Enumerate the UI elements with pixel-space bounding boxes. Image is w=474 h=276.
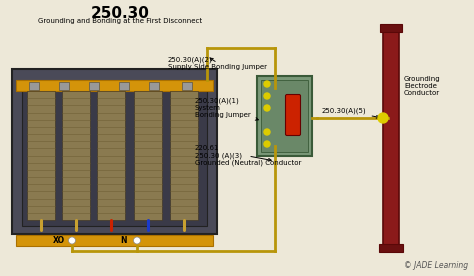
Bar bbox=[182, 82, 192, 90]
Bar bbox=[16, 235, 213, 246]
Text: 250.30(A)(2)
Supply Side Bonding Jumper: 250.30(A)(2) Supply Side Bonding Jumper bbox=[168, 56, 267, 70]
Text: 250.30(A)(1)
System
Bonding Jumper: 250.30(A)(1) System Bonding Jumper bbox=[195, 98, 258, 120]
Bar bbox=[16, 80, 213, 91]
FancyBboxPatch shape bbox=[285, 94, 301, 136]
Bar bbox=[27, 91, 55, 220]
Bar bbox=[379, 244, 403, 252]
Bar bbox=[97, 91, 125, 220]
Text: 250.30(A)(5): 250.30(A)(5) bbox=[322, 108, 379, 118]
Bar bbox=[59, 82, 69, 90]
Bar bbox=[89, 82, 99, 90]
Bar bbox=[383, 28, 399, 248]
Circle shape bbox=[134, 237, 140, 244]
Circle shape bbox=[264, 141, 270, 147]
Bar bbox=[62, 91, 90, 220]
Circle shape bbox=[264, 93, 270, 99]
Bar bbox=[29, 82, 39, 90]
Text: 220.61
250.30 (A)(3)
Grounded (Neutral) Conductor: 220.61 250.30 (A)(3) Grounded (Neutral) … bbox=[195, 145, 301, 166]
Bar bbox=[149, 82, 159, 90]
Circle shape bbox=[69, 237, 75, 244]
Bar bbox=[12, 69, 217, 234]
Bar bbox=[170, 91, 198, 220]
Text: Grounding and Bonding at the First Disconnect: Grounding and Bonding at the First Disco… bbox=[38, 18, 202, 24]
Text: N: N bbox=[121, 236, 127, 245]
Bar bbox=[22, 85, 207, 226]
Circle shape bbox=[264, 105, 270, 111]
Bar bbox=[380, 24, 402, 32]
Circle shape bbox=[264, 81, 270, 87]
Text: © JADE Learning: © JADE Learning bbox=[404, 261, 468, 270]
Circle shape bbox=[264, 129, 270, 135]
Bar bbox=[134, 91, 162, 220]
Text: Grounding
Electrode
Conductor: Grounding Electrode Conductor bbox=[404, 76, 441, 96]
Circle shape bbox=[378, 113, 388, 123]
Text: XO: XO bbox=[53, 236, 65, 245]
Text: 250.30: 250.30 bbox=[91, 6, 149, 21]
Bar bbox=[257, 76, 312, 156]
Bar bbox=[119, 82, 129, 90]
Bar bbox=[261, 80, 308, 152]
